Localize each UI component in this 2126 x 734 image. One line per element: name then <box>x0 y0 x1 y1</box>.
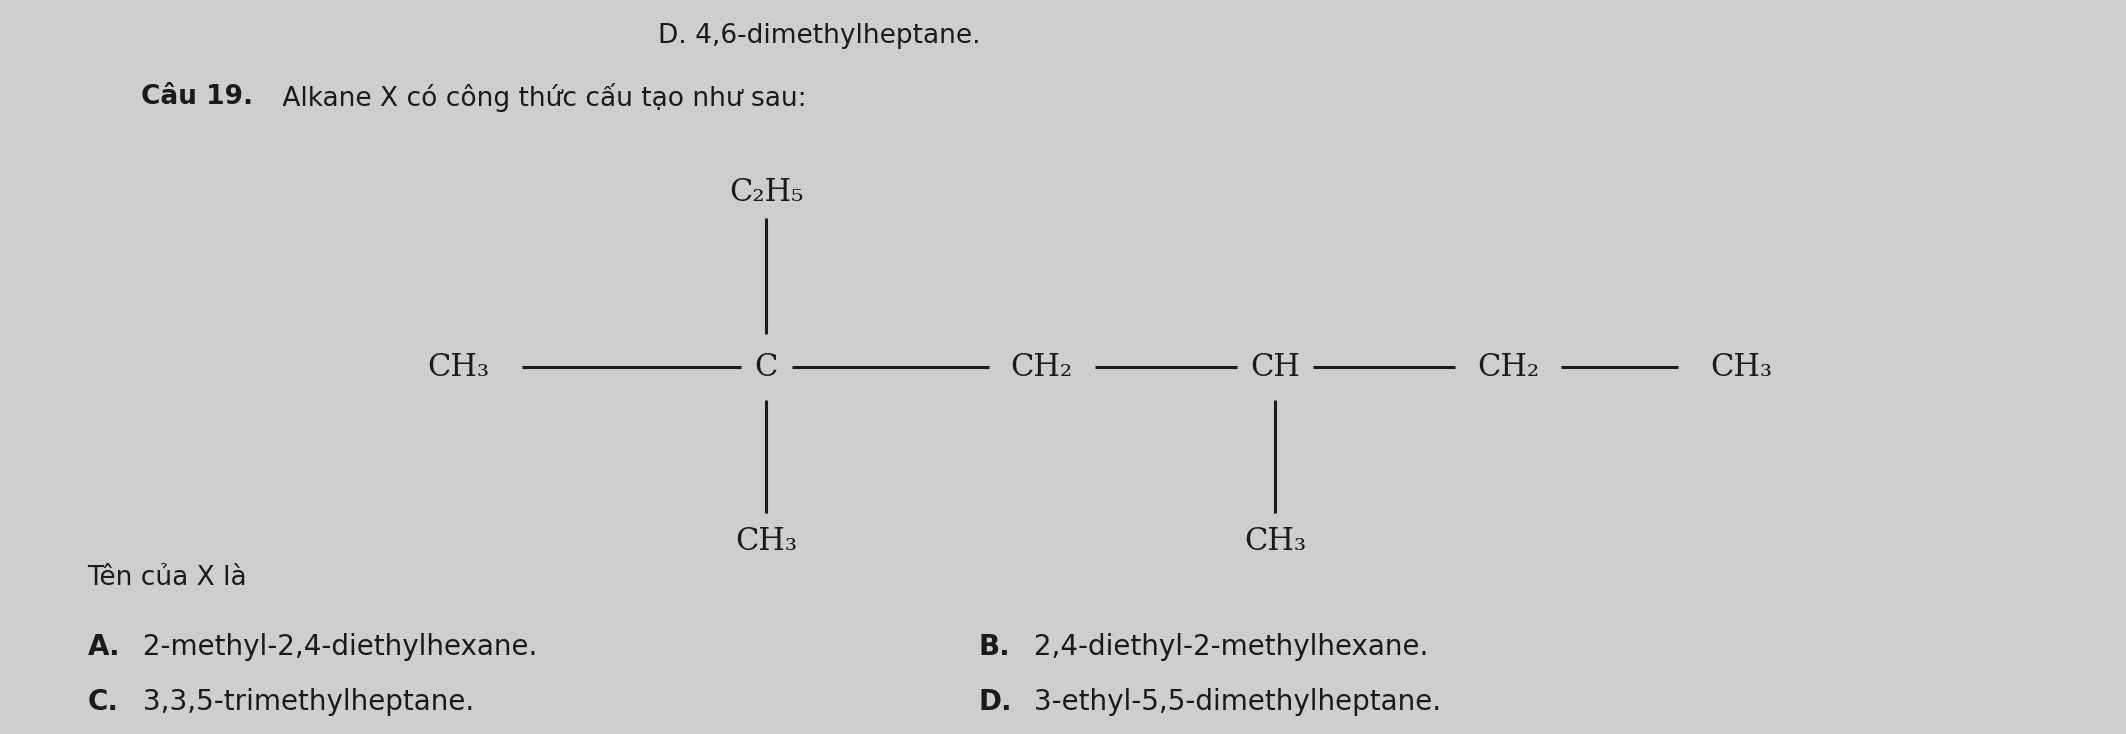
Text: B.: B. <box>978 633 1010 661</box>
Text: 3,3,5-trimethylheptane.: 3,3,5-trimethylheptane. <box>134 688 474 716</box>
Text: 3-ethyl-5,5-dimethylheptane.: 3-ethyl-5,5-dimethylheptane. <box>1025 688 1441 716</box>
Text: C₂H₅: C₂H₅ <box>729 177 804 208</box>
Text: CH₃: CH₃ <box>1244 526 1305 557</box>
Text: Tên của X là: Tên của X là <box>87 565 247 592</box>
Text: C.: C. <box>87 688 119 716</box>
Text: CH₂: CH₂ <box>1010 352 1074 382</box>
Text: CH₃: CH₃ <box>736 526 797 557</box>
Text: CH: CH <box>1250 352 1299 382</box>
Text: CH₃: CH₃ <box>1711 352 1773 382</box>
Text: Câu 19.: Câu 19. <box>140 84 253 111</box>
Text: C: C <box>755 352 778 382</box>
Text: D. 4,6-dimethylheptane.: D. 4,6-dimethylheptane. <box>657 23 980 48</box>
Text: CH₂: CH₂ <box>1478 352 1539 382</box>
Text: 2,4-diethyl-2-methylhexane.: 2,4-diethyl-2-methylhexane. <box>1025 633 1429 661</box>
Text: D.: D. <box>978 688 1012 716</box>
Text: CH₃: CH₃ <box>427 352 489 382</box>
Text: A.: A. <box>87 633 121 661</box>
Text: Alkane X có công thức cấu tạo như sau:: Alkane X có công thức cấu tạo như sau: <box>274 83 808 112</box>
Text: 2-methyl-2,4-diethylhexane.: 2-methyl-2,4-diethylhexane. <box>134 633 538 661</box>
